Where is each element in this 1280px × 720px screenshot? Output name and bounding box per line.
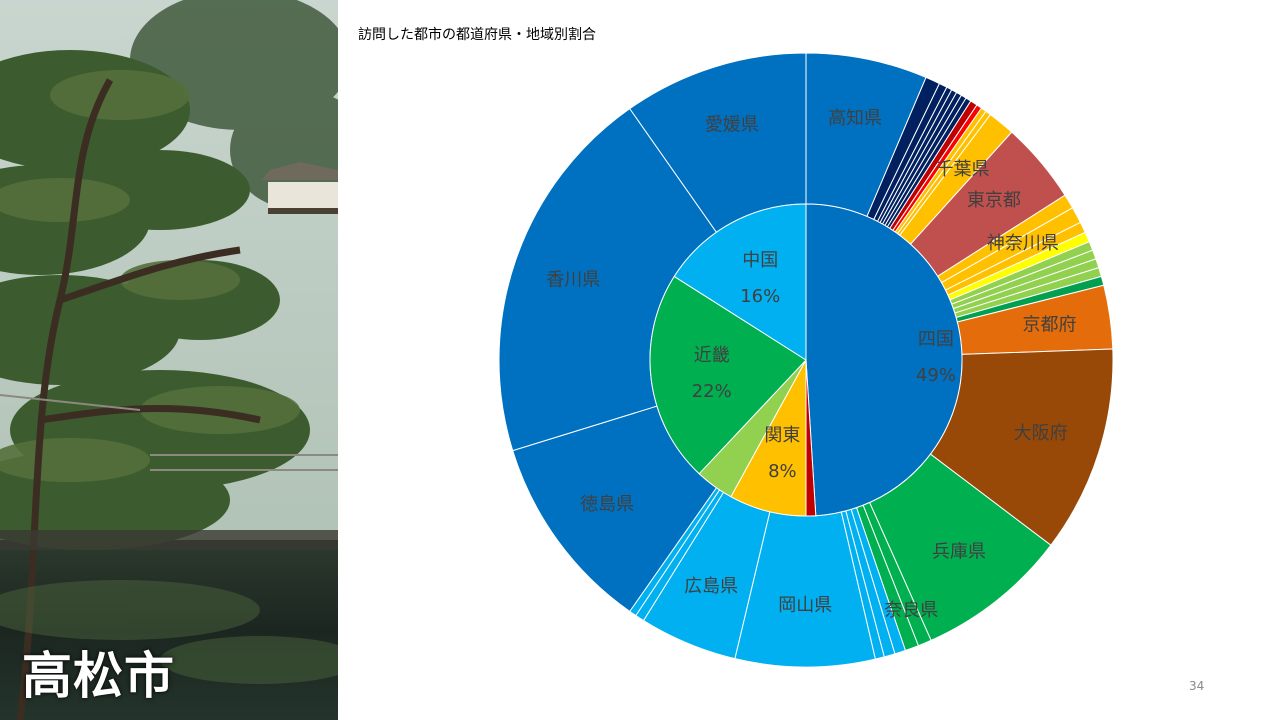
outer-label: 香川県 xyxy=(546,269,600,290)
outer-label: 東京都 xyxy=(967,190,1021,211)
inner-label: 四国 xyxy=(918,329,954,350)
inner-percent-label: 49% xyxy=(916,365,956,386)
inner-percent-label: 22% xyxy=(692,381,732,402)
outer-label: 広島県 xyxy=(684,576,738,597)
garden-photo xyxy=(0,0,338,720)
inner-ring xyxy=(649,203,963,517)
city-title: 高松市 xyxy=(22,647,175,705)
outer-label: 愛媛県 xyxy=(705,114,759,135)
outer-label: 兵庫県 xyxy=(932,542,986,563)
outer-label: 徳島県 xyxy=(580,494,634,515)
inner-label: 中国 xyxy=(742,250,778,271)
inner-label: 関東 xyxy=(764,425,800,446)
inner-segment xyxy=(673,203,807,361)
outer-label: 京都府 xyxy=(1023,314,1077,335)
outer-label: 神奈川県 xyxy=(987,233,1059,254)
outer-label: 高知県 xyxy=(828,108,882,129)
inner-label: 近畿 xyxy=(694,345,730,366)
outer-label: 岡山県 xyxy=(778,595,832,616)
inner-percent-label: 16% xyxy=(740,286,780,307)
inner-segment xyxy=(649,275,807,475)
page-number: 34 xyxy=(1189,679,1205,693)
outer-label: 千葉県 xyxy=(935,159,989,180)
inner-segment xyxy=(805,203,963,517)
inner-percent-label: 8% xyxy=(768,461,797,482)
outer-label: 奈良県 xyxy=(884,600,938,621)
chart-title: 訪問した都市の都道府県・地域別割合 xyxy=(358,27,596,43)
outer-ring xyxy=(498,52,1114,668)
outer-label: 大阪府 xyxy=(1014,423,1068,444)
